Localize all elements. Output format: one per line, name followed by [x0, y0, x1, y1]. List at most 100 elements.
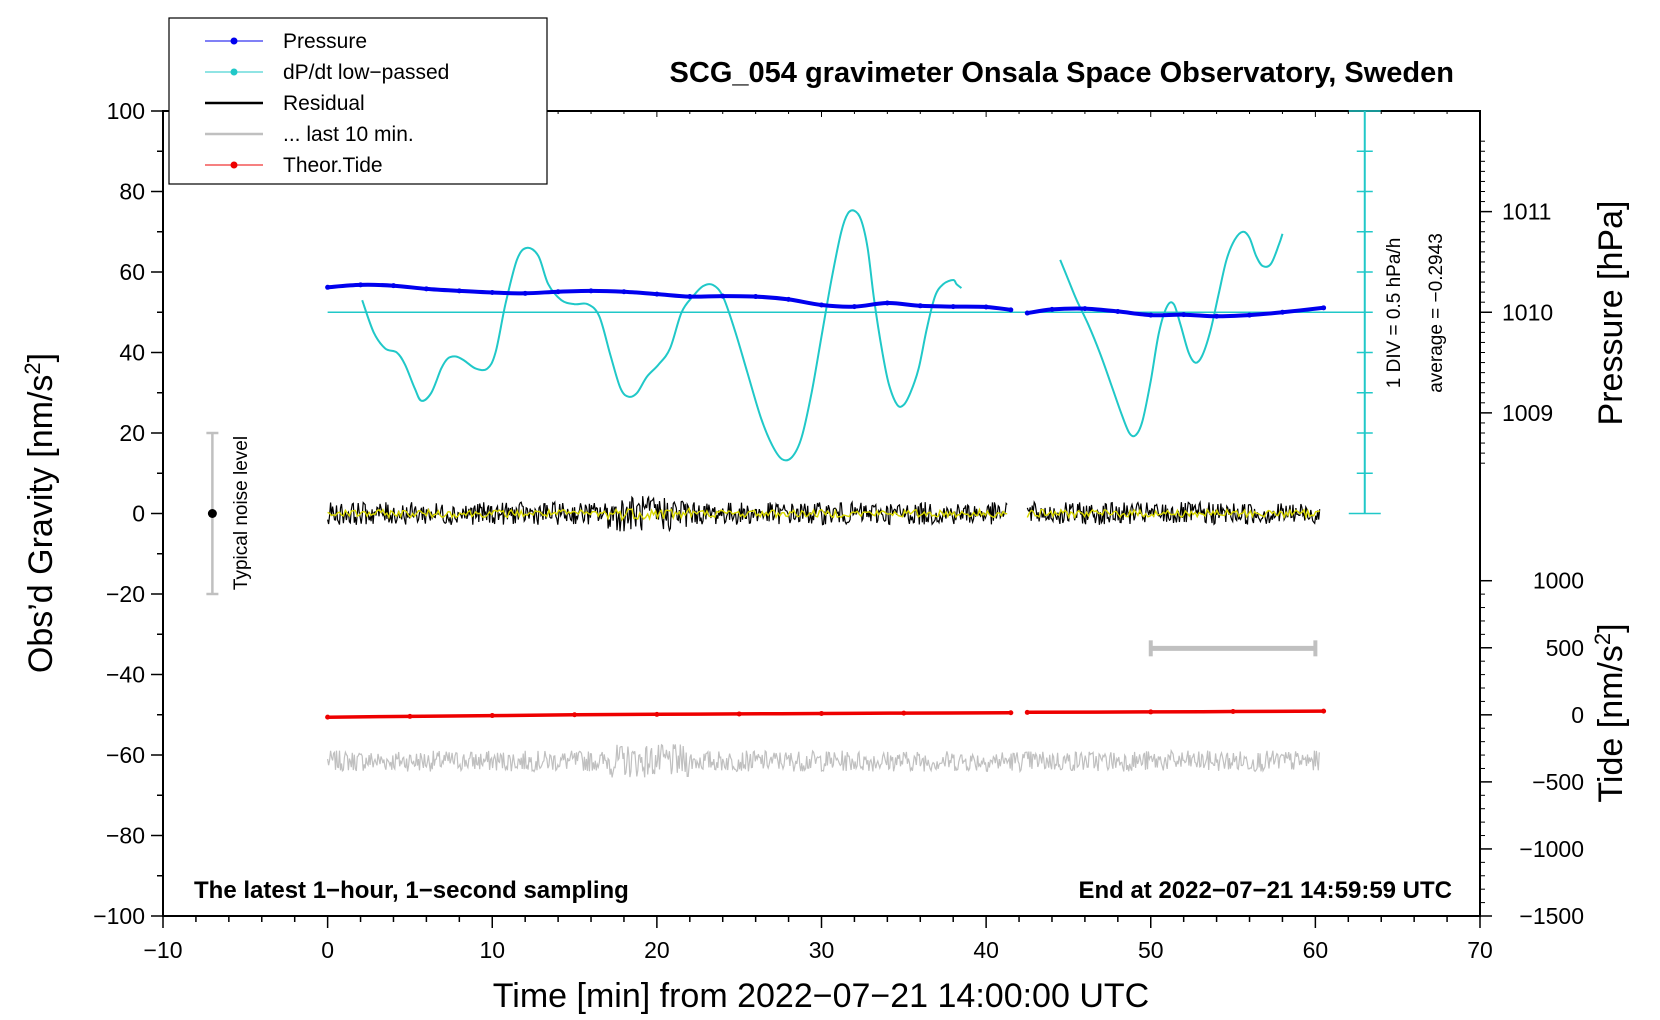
- series-point: [325, 284, 331, 290]
- series-point: [720, 293, 726, 299]
- series-layer: [325, 209, 1327, 778]
- series-point: [1230, 709, 1236, 715]
- y-axis-label-left: Obs’d Gravity [nm/s2]: [20, 353, 61, 673]
- series-point: [456, 288, 462, 294]
- series-point: [1279, 309, 1285, 315]
- series-pressure: [325, 282, 1327, 319]
- series-point: [687, 294, 693, 300]
- tide-tick-label: 1000: [1533, 568, 1584, 594]
- series-point: [572, 712, 578, 718]
- y-axis: 100 80 60 40 20 0 −20 −40 −60 −80 −100: [93, 98, 163, 929]
- series-point: [884, 300, 890, 306]
- series-point: [1008, 307, 1014, 313]
- x-tick-label: 40: [973, 937, 999, 963]
- y-tick-label: 80: [119, 179, 145, 205]
- legend-entry-label: Theor.Tide: [283, 154, 383, 177]
- series-segment-line: [1027, 709, 1324, 715]
- y-tick-label: −20: [106, 581, 145, 607]
- series-segment-line: [1026, 305, 1324, 319]
- y-axis-label-left-end: ]: [22, 353, 60, 362]
- series-point: [621, 289, 627, 295]
- typical-noise-bar: [206, 431, 219, 596]
- series-point: [1082, 306, 1088, 312]
- y-tick-label: 40: [119, 340, 145, 366]
- series-point: [950, 304, 956, 310]
- series-point: [390, 283, 396, 289]
- series-point: [917, 303, 923, 309]
- chart-title: SCG_054 gravimeter Onsala Space Observat…: [670, 57, 1454, 89]
- y-tick-label: 60: [119, 259, 145, 285]
- series-point: [555, 289, 561, 295]
- series-point: [489, 290, 495, 296]
- series-point: [786, 296, 792, 302]
- series-point: [1148, 312, 1154, 318]
- series-point: [1049, 306, 1055, 312]
- series-point: [819, 302, 824, 308]
- legend-swatch-marker: [230, 37, 238, 45]
- series-segment-line: [327, 282, 1012, 312]
- series-point: [489, 713, 495, 719]
- series-point: [1024, 709, 1030, 715]
- series-point: [819, 711, 824, 717]
- series-point: [851, 304, 857, 310]
- pressure-tick-label: 1009: [1502, 400, 1553, 426]
- legend-box: [168, 17, 548, 185]
- ddt-scale-label: 1 DIV = 0.5 hPa/h: [1384, 238, 1405, 389]
- tide-axis-label: Tide [nm/s2]: [1590, 623, 1631, 802]
- annotation-sampling: The latest 1−hour, 1−second sampling: [194, 877, 629, 904]
- legend-entry-label: ... last 10 min.: [283, 123, 414, 146]
- series-point: [1181, 312, 1187, 318]
- series-point: [1148, 709, 1154, 715]
- residual-filtered-line: [327, 506, 1008, 522]
- y-tick-label: 100: [107, 98, 145, 124]
- tide-tick-label: −1000: [1519, 836, 1584, 862]
- series-last-10-min: [327, 743, 1320, 778]
- series-point: [1024, 310, 1030, 316]
- tide-axis-label-main: Tide [nm/s: [1592, 645, 1630, 802]
- legend-entry-label: Pressure: [283, 30, 367, 53]
- residual-filtered-line: [1026, 507, 1320, 520]
- x-tick-label: 20: [644, 937, 670, 963]
- series-point: [901, 710, 907, 716]
- noise-bar-center: [207, 509, 217, 518]
- series-point: [753, 294, 759, 300]
- series-point: [1214, 313, 1220, 319]
- tide-axis-label-end: ]: [1592, 623, 1630, 632]
- series-point: [1321, 305, 1327, 311]
- x-tick-label: −10: [143, 937, 182, 963]
- y-axis-label-left-sup: 2: [20, 362, 45, 374]
- series-point: [325, 714, 331, 720]
- x-tick-label: 70: [1467, 937, 1493, 963]
- series-point: [1321, 708, 1327, 714]
- x-tick-label: 60: [1303, 937, 1329, 963]
- series-point: [1247, 312, 1253, 318]
- pressure-tick-label: 1011: [1502, 199, 1551, 225]
- x-tick-label: 50: [1138, 937, 1164, 963]
- y-tick-label: −100: [93, 903, 145, 929]
- y-tick-label: 0: [132, 501, 145, 527]
- series-point: [407, 713, 413, 719]
- pressure-axis: 1011 1010 1009: [1480, 140, 1553, 464]
- last-10-min-bar: [1148, 640, 1318, 657]
- legend-entry-label: Residual: [283, 92, 365, 115]
- tide-tick-label: 500: [1546, 635, 1584, 661]
- series-point: [983, 304, 989, 310]
- series-point: [654, 291, 660, 297]
- y-tick-label: 20: [119, 420, 145, 446]
- tide-axis: 1000 500 0 −500 −1000 −1500: [1480, 568, 1584, 929]
- series-residual: [327, 495, 1321, 533]
- series-segment-line: [1059, 230, 1284, 438]
- series-point: [1008, 710, 1014, 716]
- x-tick-label: 0: [321, 937, 334, 963]
- series-segment-line: [361, 209, 963, 462]
- pressure-tick-label: 1010: [1502, 299, 1553, 325]
- y-axis-label-left-main: Obs’d Gravity [nm/s: [22, 375, 60, 674]
- legend-swatch-marker: [230, 161, 238, 169]
- x-tick-label: 30: [809, 937, 835, 963]
- series-point: [423, 286, 429, 292]
- series-point: [358, 282, 364, 288]
- tide-tick-label: 0: [1571, 702, 1584, 728]
- series-segment-line: [327, 743, 1320, 778]
- series-point: [588, 288, 594, 294]
